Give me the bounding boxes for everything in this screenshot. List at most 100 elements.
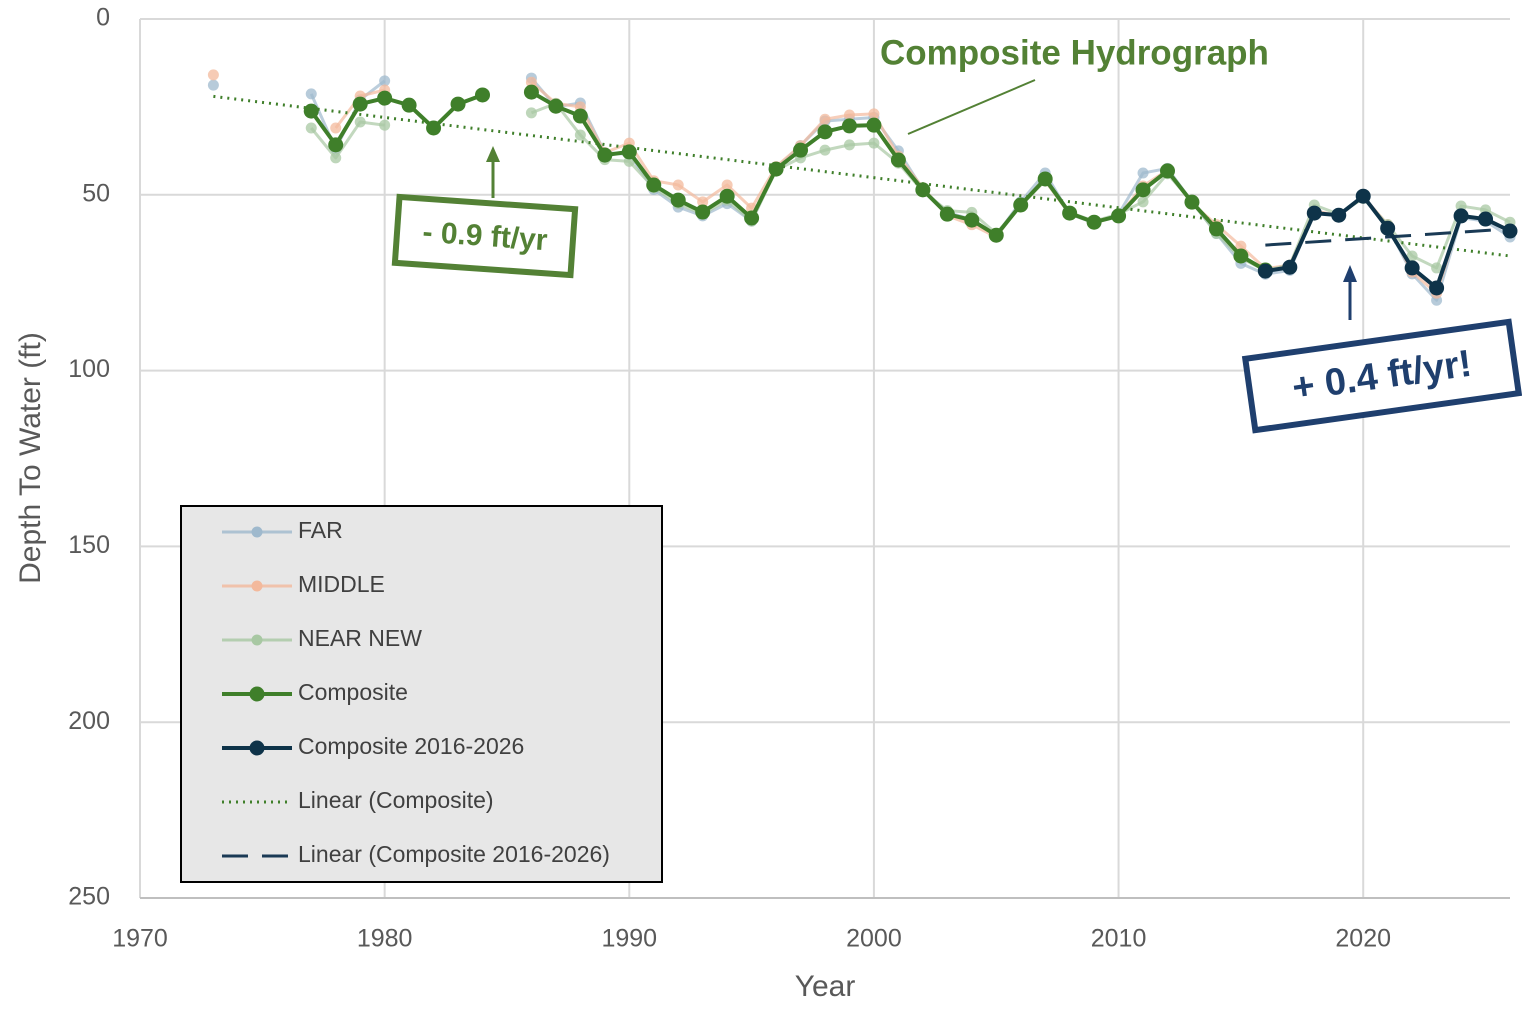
legend-label: Linear (Composite) (298, 787, 494, 813)
data-point (1478, 211, 1494, 227)
data-point (379, 119, 391, 131)
data-point (207, 69, 219, 81)
x-tick-label: 1990 (601, 925, 657, 953)
data-point (1235, 240, 1247, 252)
data-point (354, 116, 366, 128)
data-point (868, 108, 880, 120)
data-point (721, 179, 733, 191)
data-point (843, 139, 855, 151)
data-point (843, 109, 855, 121)
y-tick-label: 250 (68, 883, 110, 911)
data-point (1331, 207, 1347, 223)
trend-annotation: - 0.9 ft/yr (391, 193, 579, 279)
legend-marker (251, 526, 263, 538)
y-tick-label: 150 (68, 531, 110, 559)
leader-line (907, 79, 1036, 135)
data-point (525, 76, 537, 88)
data-point (1453, 208, 1469, 224)
trend-line (1265, 227, 1511, 247)
data-point (352, 96, 368, 112)
data-point (793, 142, 809, 158)
data-point (450, 96, 466, 112)
data-point (1404, 260, 1420, 276)
y-axis-title: Depth To Water (ft) (14, 332, 47, 584)
legend-label: FAR (298, 517, 343, 543)
x-tick-label: 2020 (1335, 925, 1391, 953)
legend-marker (251, 634, 263, 646)
data-point (841, 118, 857, 134)
data-point (401, 97, 417, 113)
data-point (1062, 205, 1078, 221)
data-point (670, 192, 686, 208)
data-point (1355, 188, 1371, 204)
data-point (597, 147, 613, 163)
annotation-title: Composite Hydrograph (880, 33, 1269, 72)
data-point (1137, 167, 1149, 179)
arrow-head (486, 146, 500, 162)
annotation-box (391, 193, 579, 279)
data-point (1257, 263, 1273, 279)
data-point (939, 206, 955, 222)
data-point (819, 113, 831, 125)
data-point (572, 108, 588, 124)
data-point (1160, 163, 1175, 179)
data-point (1502, 223, 1518, 239)
data-point (719, 188, 735, 204)
y-tick-label: 200 (68, 707, 110, 735)
x-axis-title: Year (795, 970, 856, 1003)
legend: FAR MIDDLE NEAR NEW Composite Composite 2016… (180, 505, 663, 883)
legend-label: Linear (Composite 2016-2026) (298, 841, 610, 867)
data-point (525, 107, 537, 119)
legend-marker (249, 740, 265, 756)
legend-marker (251, 580, 263, 592)
data-point (768, 161, 784, 177)
data-point (548, 98, 564, 114)
data-point (964, 212, 980, 228)
x-tick-label: 2000 (846, 925, 902, 953)
data-point (207, 79, 219, 91)
x-tick-label: 1970 (112, 925, 168, 953)
data-point (305, 122, 317, 134)
data-point (744, 210, 760, 226)
data-point (377, 90, 393, 106)
data-point (328, 137, 344, 153)
data-point (1406, 250, 1418, 262)
data-point (868, 137, 880, 149)
legend-label: Composite 2016-2026 (298, 733, 524, 759)
data-point (890, 152, 906, 168)
data-point (915, 182, 931, 198)
legend-label: NEAR NEW (298, 625, 422, 651)
data-point (1208, 221, 1224, 237)
data-point (1233, 248, 1249, 264)
data-point (1137, 196, 1149, 208)
data-point (1429, 280, 1445, 296)
data-point (672, 179, 684, 191)
y-tick-label: 50 (82, 179, 110, 207)
data-point (817, 124, 833, 140)
x-tick-label: 1980 (357, 925, 413, 953)
data-point (1306, 205, 1322, 221)
legend-marker (249, 686, 265, 702)
data-point (1135, 182, 1151, 198)
data-point (646, 177, 662, 193)
data-point (305, 88, 317, 100)
data-point (695, 204, 711, 220)
y-tick-label: 0 (96, 4, 110, 32)
data-point (475, 87, 490, 103)
x-tick-label: 2010 (1091, 925, 1147, 953)
data-point (1282, 259, 1298, 275)
data-point (819, 144, 831, 156)
data-point (866, 117, 882, 133)
data-point (1380, 220, 1396, 236)
data-point (330, 152, 342, 164)
annotation-box (1241, 318, 1522, 434)
y-tick-label: 100 (68, 355, 110, 383)
data-point (426, 120, 442, 136)
data-point (330, 122, 342, 134)
legend-label: Composite (298, 679, 408, 705)
data-point (1086, 214, 1102, 230)
data-point (303, 103, 319, 119)
